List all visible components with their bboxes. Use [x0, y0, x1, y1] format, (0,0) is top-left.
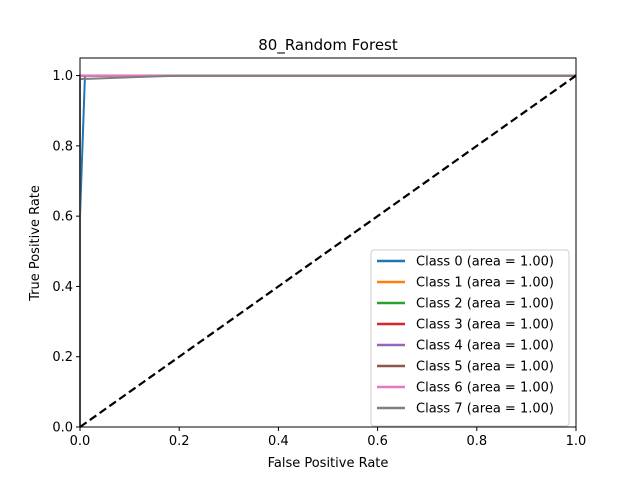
- y-tick-label: 0.6: [52, 210, 73, 225]
- y-tick-label: 0.4: [52, 280, 73, 295]
- legend-label-class-1: Class 1 (area = 1.00): [416, 276, 554, 291]
- legend-label-class-2: Class 2 (area = 1.00): [416, 297, 554, 312]
- y-tick-label: 0.0: [52, 421, 73, 436]
- legend-label-class-7: Class 7 (area = 1.00): [416, 402, 554, 417]
- x-axis-label: False Positive Rate: [268, 456, 389, 471]
- chart-title: 80_Random Forest: [258, 36, 398, 55]
- legend-label-class-3: Class 3 (area = 1.00): [416, 318, 554, 333]
- legend-label-class-4: Class 4 (area = 1.00): [416, 339, 554, 354]
- legend-label-class-6: Class 6 (area = 1.00): [416, 381, 554, 396]
- x-tick-label: 0.8: [466, 434, 487, 449]
- y-axis-label: True Positive Rate: [28, 185, 43, 302]
- legend-label-class-0: Class 0 (area = 1.00): [416, 255, 554, 270]
- legend-label-class-5: Class 5 (area = 1.00): [416, 360, 554, 375]
- legend: Class 0 (area = 1.00) Class 1 (area = 1.0…: [371, 250, 569, 426]
- y-tick-label: 0.8: [52, 139, 73, 154]
- x-tick-label: 0.4: [268, 434, 289, 449]
- x-tick-label: 0.2: [169, 434, 190, 449]
- x-tick-label: 0.0: [70, 434, 91, 449]
- y-tick-label: 1.0: [52, 69, 73, 84]
- x-tick-label: 0.6: [367, 434, 388, 449]
- x-tick-label: 1.0: [566, 434, 587, 449]
- y-tick-label: 0.2: [52, 350, 73, 365]
